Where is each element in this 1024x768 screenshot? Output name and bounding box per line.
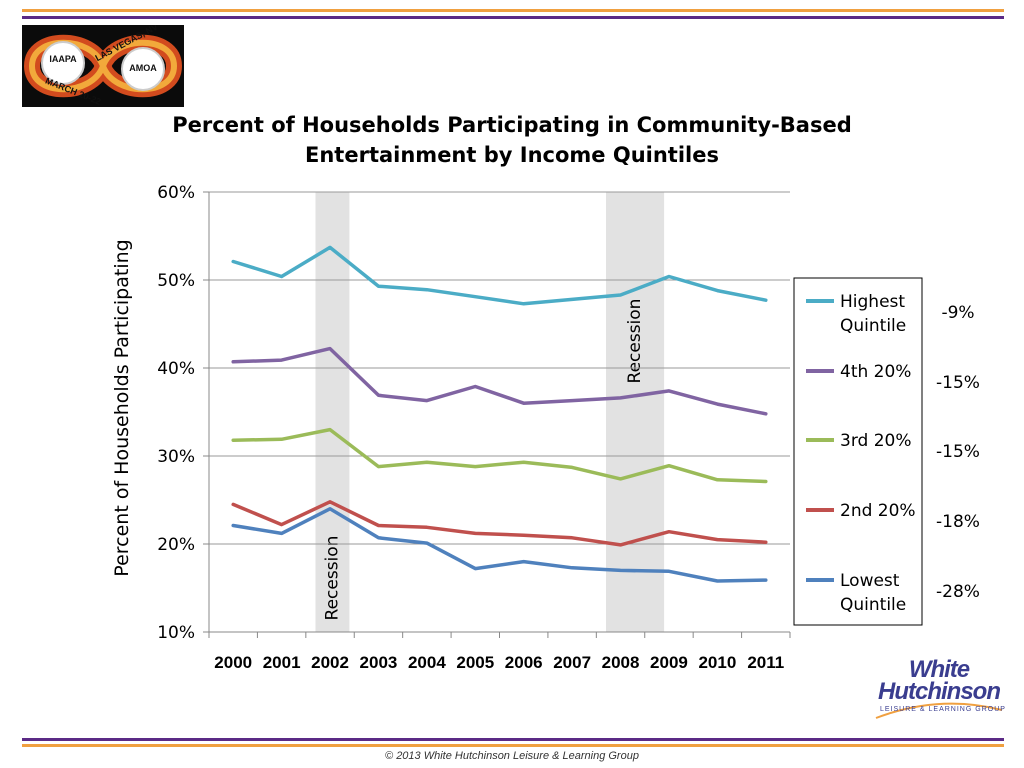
y-tick-label: 20% xyxy=(157,535,195,555)
brand-line-1: White xyxy=(908,656,970,683)
chart-title-line-1: Percent of Households Participating in C… xyxy=(172,113,852,137)
change-label: -15% xyxy=(936,373,980,393)
legend-label: Highest xyxy=(840,292,905,312)
top-orange-rule xyxy=(22,9,1004,12)
x-tick-label: 2007 xyxy=(553,653,591,672)
legend-label: 3rd 20% xyxy=(840,431,912,451)
series-line xyxy=(231,507,768,583)
x-tick-label: 2000 xyxy=(214,653,252,672)
chart-title-line-2: Entertainment by Income Quintiles xyxy=(305,143,719,167)
recession-band xyxy=(606,192,665,632)
change-label: -28% xyxy=(936,582,980,602)
change-label: -9% xyxy=(941,303,974,323)
legend-box xyxy=(793,277,923,626)
y-tick-label: 10% xyxy=(157,623,195,643)
y-axis-label: Percent of Households Participating xyxy=(111,239,133,576)
x-tick-label: 2008 xyxy=(602,653,640,672)
series-line xyxy=(231,427,768,484)
top-purple-rule xyxy=(22,16,1004,19)
legend-label: Quintile xyxy=(840,316,906,336)
bottom-purple-rule xyxy=(22,738,1004,741)
y-tick-label: 50% xyxy=(157,271,195,291)
x-tick-label: 2011 xyxy=(747,653,784,672)
x-tick-label: 2010 xyxy=(698,653,736,672)
x-tick-label: 2006 xyxy=(505,653,543,672)
event-logo: IAAPA AMOA LAS VEGAS, NV MARCH 20-22 xyxy=(22,25,184,107)
copyright-footer: © 2013 White Hutchinson Leisure & Learni… xyxy=(385,750,639,762)
recession-label: Recession xyxy=(625,299,645,384)
legend-label: Quintile xyxy=(840,595,906,615)
brand-line-2: Hutchinson xyxy=(878,678,1001,705)
white-hutchinson-logo: White Hutchinson LEISURE & LEARNING GROU… xyxy=(866,656,1012,728)
series-line xyxy=(231,346,768,416)
x-tick-label: 2002 xyxy=(311,653,349,672)
x-tick-label: 2005 xyxy=(456,653,494,672)
brand-tagline: LEISURE & LEARNING GROUP xyxy=(880,706,1006,713)
x-tick-label: 2003 xyxy=(360,653,398,672)
y-tick-label: 40% xyxy=(157,359,195,379)
legend-label: Lowest xyxy=(840,571,900,591)
logo-left-badge: IAAPA xyxy=(49,54,77,64)
change-label: -18% xyxy=(936,512,980,532)
bottom-orange-rule xyxy=(22,744,1004,747)
recession-band xyxy=(315,192,350,632)
x-tick-label: 2009 xyxy=(650,653,688,672)
y-tick-label: 30% xyxy=(157,447,195,467)
logo-right-badge: AMOA xyxy=(129,63,157,73)
line-chart: Percent of Households Participating in C… xyxy=(111,113,980,672)
legend-label: 2nd 20% xyxy=(840,501,916,521)
series-line xyxy=(231,245,768,306)
y-tick-label: 60% xyxy=(157,183,195,203)
x-tick-label: 2004 xyxy=(408,653,446,672)
change-label: -15% xyxy=(936,442,980,462)
recession-label: Recession xyxy=(322,536,342,621)
legend-label: 4th 20% xyxy=(840,362,911,382)
x-tick-label: 2001 xyxy=(263,653,301,672)
series-line xyxy=(231,500,768,547)
